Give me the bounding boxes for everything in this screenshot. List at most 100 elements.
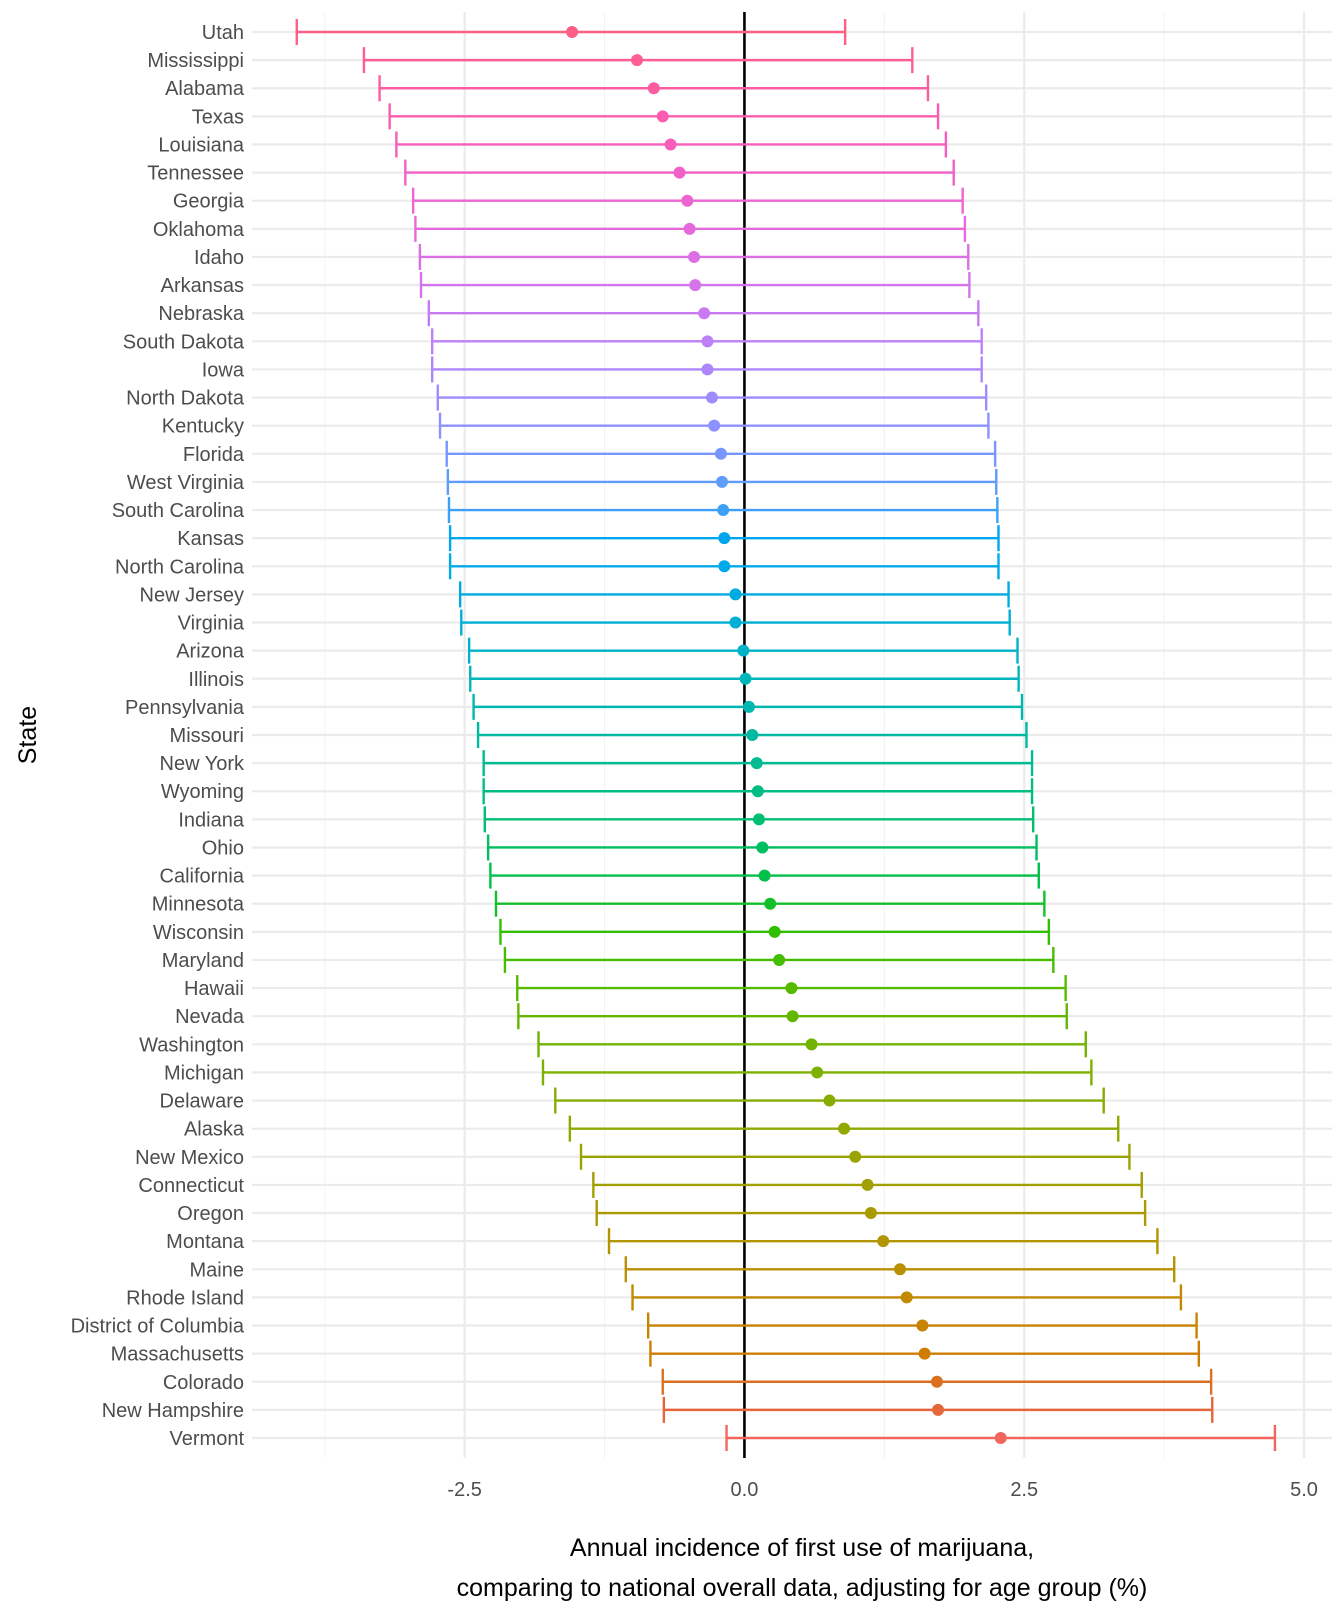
error-bar-group [458, 581, 1010, 608]
estimate-point [786, 1010, 799, 1023]
error-bar-group [607, 1228, 1159, 1255]
y-tick-label: Maine [190, 1259, 244, 1281]
estimate-point [746, 729, 759, 741]
y-tick-label: Louisiana [158, 134, 245, 156]
y-tick-label: Indiana [178, 809, 244, 831]
error-bar-layer [295, 19, 1277, 1451]
estimate-point [714, 447, 727, 460]
x-tick-label: 0.0 [731, 1479, 759, 1501]
y-tick-label: Vermont [170, 1428, 245, 1450]
error-bar-group [517, 1003, 1068, 1030]
error-bar-group [411, 187, 964, 214]
estimate-point [718, 532, 731, 545]
error-bar-group [554, 1087, 1105, 1114]
y-tick-label: New Hampshire [102, 1400, 244, 1422]
estimate-point [918, 1347, 931, 1360]
y-tick-label: South Carolina [112, 500, 245, 522]
estimate-point [689, 279, 702, 292]
y-tick-label: Georgia [173, 191, 245, 213]
y-tick-label: Michigan [164, 1062, 244, 1084]
y-tick-label: Maryland [162, 950, 244, 972]
y-tick-label: Ohio [202, 837, 244, 859]
error-bar-group [460, 609, 1011, 636]
estimate-point [751, 785, 764, 798]
y-tick-label: Illinois [188, 669, 244, 691]
y-tick-label: Wisconsin [153, 922, 244, 944]
error-bar-group [631, 1284, 1183, 1311]
y-tick-label: South Dakota [123, 331, 245, 353]
y-tick-label: California [160, 866, 245, 888]
estimate-point [708, 419, 721, 432]
error-bar-group [662, 1396, 1214, 1423]
estimate-point [673, 166, 686, 179]
y-tick-label: West Virginia [127, 472, 245, 494]
y-tick-label: Kentucky [162, 416, 244, 438]
error-bar-group [427, 300, 980, 327]
y-tick-label: New Mexico [135, 1147, 244, 1169]
error-bar-group [494, 890, 1046, 917]
estimate-point [698, 307, 711, 320]
error-bar-group [472, 693, 1024, 720]
y-tick-label: Kansas [177, 528, 244, 550]
error-bar-group [595, 1200, 1147, 1227]
estimate-point [823, 1094, 836, 1107]
y-tick-label: Mississippi [147, 50, 244, 72]
estimate-point [877, 1235, 890, 1248]
y-tick-label: Minnesota [152, 894, 245, 916]
estimate-point [838, 1122, 851, 1135]
y-tick-label: Alaska [184, 1119, 245, 1141]
y-tick-label: Idaho [194, 247, 244, 269]
error-bar-group [646, 1312, 1198, 1339]
estimate-point [717, 504, 730, 517]
error-bar-group [388, 103, 940, 130]
estimate-point [900, 1291, 913, 1304]
y-tick-label: Delaware [160, 1091, 244, 1113]
estimate-point [932, 1403, 945, 1416]
estimate-point [656, 110, 669, 123]
y-tick-label: Colorado [163, 1372, 244, 1394]
error-bar-group [467, 637, 1019, 664]
y-tick-label: Florida [183, 444, 245, 466]
estimate-point [739, 672, 752, 685]
estimate-point [864, 1207, 877, 1220]
y-tick-label: Nevada [175, 1006, 245, 1028]
error-bar-group [419, 272, 971, 299]
estimate-point [750, 757, 763, 770]
error-bar-group [499, 918, 1051, 945]
error-bar-group [503, 946, 1055, 973]
error-bar-group [579, 1143, 1131, 1170]
estimate-point [756, 841, 769, 854]
y-tick-label: Alabama [165, 78, 245, 100]
y-tick-label: Connecticut [138, 1175, 244, 1197]
y-tick-label: Hawaii [184, 978, 244, 1000]
estimate-point [729, 616, 742, 629]
estimate-point [566, 26, 579, 38]
x-tick-label: -2.5 [447, 1479, 481, 1501]
estimate-point [758, 869, 771, 882]
y-tick-label: Nebraska [158, 303, 244, 325]
y-tick-label: Pennsylvania [125, 697, 245, 719]
estimate-point [764, 897, 777, 910]
estimate-point [688, 250, 701, 263]
estimate-point [811, 1066, 824, 1079]
y-tick-label: Washington [139, 1034, 244, 1056]
y-tick-label: Tennessee [147, 163, 244, 185]
error-bar-group [537, 1031, 1087, 1058]
estimate-point [705, 391, 718, 404]
estimate-point [681, 194, 694, 207]
estimate-point [647, 82, 660, 95]
error-bar-group [395, 131, 948, 158]
error-bar-group [362, 47, 914, 74]
estimate-point [737, 644, 750, 657]
error-bar-group [448, 553, 1000, 580]
y-tick-label: North Dakota [126, 388, 245, 410]
error-bar-group [649, 1340, 1201, 1367]
error-bar-group [447, 497, 999, 524]
estimate-point [785, 982, 798, 995]
error-bar-group [446, 468, 998, 495]
y-tick-label: North Carolina [115, 556, 245, 578]
error-bar-group [486, 834, 1038, 861]
estimate-point [683, 222, 696, 235]
